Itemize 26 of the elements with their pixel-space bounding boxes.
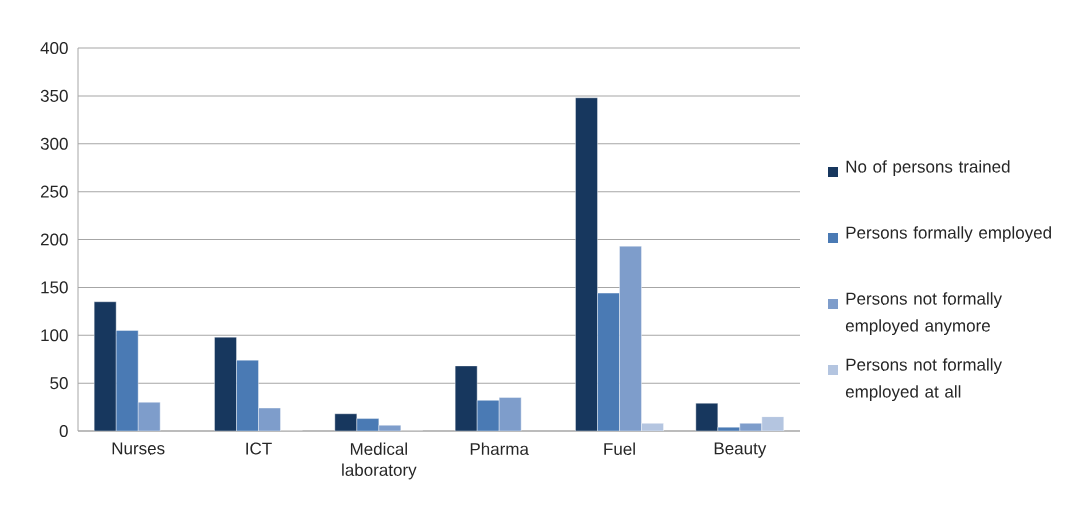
legend-label: Persons not formally employed anymore (845, 292, 1002, 336)
legend-label: Persons not formally employed at all (845, 358, 1002, 402)
x-tick-label: Beauty (714, 442, 767, 458)
bar (619, 246, 642, 431)
y-tick-label: 200 (40, 233, 68, 246)
bar (115, 330, 139, 431)
bar (498, 397, 522, 431)
x-tick-label: Pharma (470, 442, 529, 456)
bar (137, 402, 161, 431)
x-tick-label: Medical laboratory (342, 442, 417, 480)
x-tick-label: Nurses (112, 442, 165, 455)
y-tick-label: 0 (59, 424, 68, 438)
bar (597, 292, 620, 431)
y-tick-label: 250 (40, 185, 68, 198)
y-tick-label: 50 (50, 377, 68, 390)
bar (236, 359, 259, 431)
legend-label: No of persons trained (846, 160, 1010, 177)
legend-label: Persons formally employed (846, 226, 1051, 243)
y-tick-label: 100 (41, 329, 68, 342)
y-tick-label: 150 (41, 281, 68, 294)
y-tick-label: 400 (40, 41, 68, 55)
bar (476, 400, 500, 431)
y-tick-label: 300 (40, 137, 68, 150)
x-tick-label: Fuel (604, 442, 635, 456)
y-tick-label: 350 (40, 89, 68, 102)
x-tick-label: ICT (246, 442, 272, 455)
